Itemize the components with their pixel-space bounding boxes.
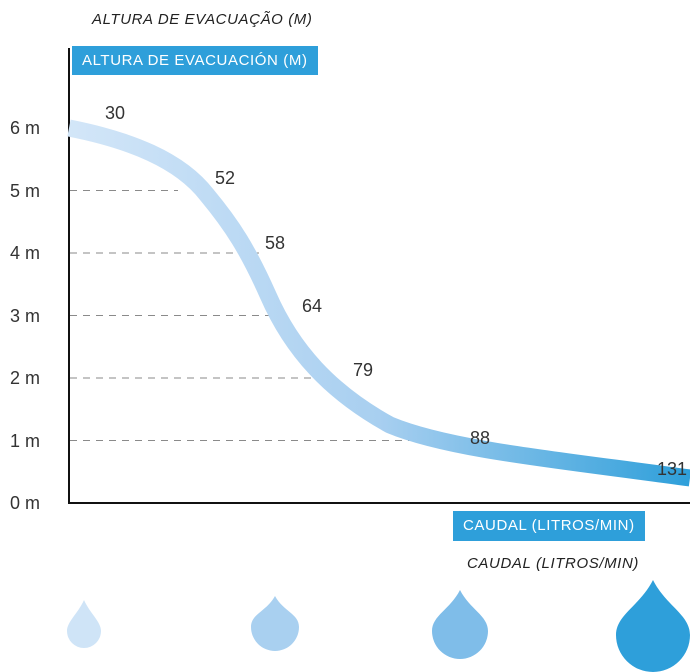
y-tick-label: 1 m [10,430,41,451]
point-label: 58 [265,233,286,253]
point-label: 64 [302,296,323,316]
y-tick-label: 5 m [10,180,41,201]
water-drop-xlarge-icon [616,580,690,672]
water-drop-large-icon [432,590,488,659]
point-label: 131 [657,459,688,479]
chart-title-pt: ALTURA DE EVACUAÇÃO (M) [92,11,313,28]
water-drop-small-icon [67,600,101,648]
y-tick-label: 6 m [10,118,41,138]
x-axis-label: CAUDAL (LITROS/MIN) [453,511,645,541]
y-tick-label: 0 m [10,493,41,513]
grid-lines [70,190,410,441]
point-label: 88 [470,428,491,448]
y-tick-label: 3 m [10,305,41,326]
point-label: 30 [105,103,126,123]
flow-curve [67,119,690,487]
x-axis-label-pt: CAUDAL (LITROS/MIN) [467,555,639,572]
water-drop-medium-icon [251,596,299,651]
drops [67,580,690,672]
y-tick-label: 4 m [10,243,41,263]
point-label: 52 [215,168,236,188]
point-label: 79 [353,360,374,380]
y-axis-label: ALTURA DE EVACUACIÓN (M) [72,46,318,75]
y-tick-label: 2 m [10,368,41,388]
